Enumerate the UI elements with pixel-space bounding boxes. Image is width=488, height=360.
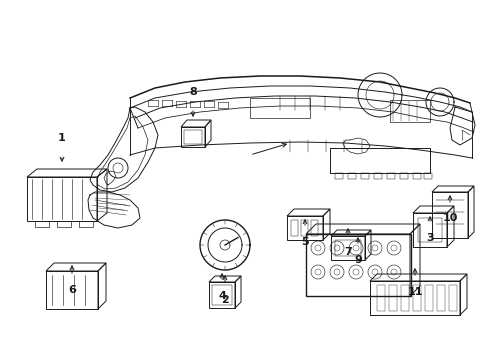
Text: 5: 5 [301,237,308,247]
Bar [27,177,97,221]
Text: 2: 2 [221,295,228,305]
Text: 4: 4 [218,291,225,301]
Bar [347,173,355,179]
Bar [310,220,317,236]
Bar [330,236,364,260]
Bar [334,173,342,179]
Text: 7: 7 [344,247,351,257]
Text: 1: 1 [58,133,66,143]
Text: 11: 11 [407,287,422,297]
Bar [412,173,420,179]
Text: 10: 10 [442,213,457,223]
Bar [181,127,204,147]
Text: 9: 9 [353,255,361,265]
Bar [417,218,441,242]
Bar [35,221,49,227]
Text: 6: 6 [68,285,76,295]
Bar [57,221,71,227]
Bar [431,192,467,238]
Text: 8: 8 [189,87,197,97]
Bar [329,148,429,173]
Text: 3: 3 [426,233,433,243]
Bar [436,285,444,311]
Bar [423,173,431,179]
Bar [412,285,420,311]
Bar [183,130,202,144]
Bar [79,221,93,227]
Bar [376,285,384,311]
Bar [400,285,408,311]
Bar [388,285,396,311]
Bar [389,100,429,122]
Bar [412,213,446,247]
Bar [290,220,297,236]
Bar [373,173,381,179]
Bar [424,285,432,311]
Bar [208,282,235,308]
Bar [369,281,459,315]
Bar [46,271,98,309]
Bar [399,173,407,179]
Bar [249,98,309,118]
Bar [305,234,410,296]
Bar [334,240,360,256]
Bar [448,285,456,311]
Bar [301,220,307,236]
Bar [360,173,368,179]
Bar [212,285,231,305]
Bar [286,216,323,240]
Bar [386,173,394,179]
